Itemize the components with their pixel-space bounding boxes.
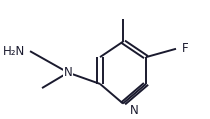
Text: N: N [130,104,139,117]
Text: H₂N: H₂N [3,45,25,58]
Text: N: N [64,66,72,79]
Text: F: F [182,42,189,55]
